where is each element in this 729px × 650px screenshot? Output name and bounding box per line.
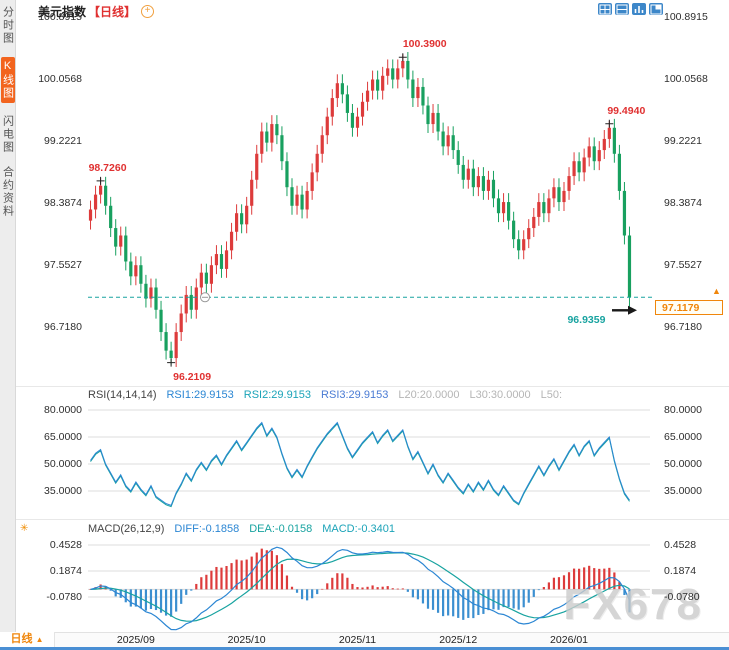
rsi-l50-value: L50:: [540, 389, 563, 401]
macd-axis-label-right: 0.1874: [664, 564, 697, 577]
price-nudge-up-icon[interactable]: ▲: [712, 286, 721, 297]
indicator-settings-icon[interactable]: ✳: [20, 523, 29, 534]
sidebar-item-kline-chart[interactable]: K线图: [0, 57, 15, 103]
rsi-axis-label-right: 50.0000: [664, 457, 702, 470]
macd-diff-value: DIFF:-0.1858: [174, 523, 240, 535]
rsi-axis-label-left: 65.0000: [44, 430, 82, 443]
price-marker-3: 96.2109: [173, 370, 212, 383]
y-axis-label-left: 96.7180: [44, 320, 82, 333]
sidebar-item-time-chart[interactable]: 分时图: [1, 6, 14, 45]
rsi-axis-label-right: 80.0000: [664, 403, 702, 416]
y-axis-label-right: 97.5527: [664, 258, 702, 271]
macd-axis-label-right: -0.0780: [664, 590, 700, 603]
period-tab-label: 日线: [10, 633, 33, 645]
rsi-axis-label-left: 50.0000: [44, 457, 82, 470]
left-sidebar: 分时图 K线图 闪电图 合约资料: [0, 0, 16, 632]
chart-title-bar: 美元指数 【日线】 +: [38, 3, 155, 20]
rsi2-value: RSI2:29.9153: [243, 389, 312, 401]
macd-bar-value: MACD:-0.3401: [322, 523, 395, 535]
layout-toolbar: [598, 3, 663, 15]
y-axis-label-left: 97.5527: [44, 258, 82, 271]
sidebar-item-contract-info[interactable]: 合约资料: [1, 166, 14, 218]
period-tag: 【日线】: [88, 5, 137, 19]
x-axis-label: 2025/11: [338, 634, 377, 646]
time-axis-bar: [0, 632, 729, 648]
collapse-up-icon: ▲: [35, 635, 44, 644]
x-axis-label: 2025/09: [116, 634, 155, 646]
macd-axis-label-left: 0.1874: [49, 564, 82, 577]
macd-header: MACD(26,12,9) DIFF:-0.1858 DEA:-0.0158 M…: [88, 523, 395, 535]
period-tab-daily[interactable]: 日线 ▲: [0, 632, 55, 647]
last-price-box[interactable]: 97.1179: [655, 300, 723, 316]
add-indicator-icon[interactable]: +: [141, 5, 155, 18]
x-axis-label: 2026/01: [550, 634, 589, 646]
y-axis-label-left: 100.0568: [38, 72, 82, 85]
rsi-l30-value: L30:30.0000: [469, 389, 531, 401]
price-marker-1: 100.3900: [402, 38, 447, 51]
macd-params[interactable]: MACD(26,12,9): [88, 523, 165, 535]
y-axis-label-right: 99.2221: [664, 134, 702, 147]
rsi1-value: RSI1:29.9153: [166, 389, 234, 401]
rsi-header: RSI(14,14,14) RSI1:29.9153 RSI2:29.9153 …: [88, 389, 562, 401]
price-marker-0: 98.7260: [88, 161, 127, 174]
rsi3-value: RSI3:29.9153: [321, 389, 389, 401]
rsi-axis-label-left: 35.0000: [44, 484, 82, 497]
y-axis-label-right: 100.8915: [664, 10, 708, 23]
macd-axis-label-left: -0.0780: [46, 590, 82, 603]
rsi-params[interactable]: RSI(14,14,14): [88, 389, 157, 401]
price-marker-4: 96.9359: [567, 313, 606, 326]
y-axis-label-left: 98.3874: [44, 196, 82, 209]
macd-axis-label-left: 0.4528: [49, 538, 82, 551]
sidebar-item-lightning-chart[interactable]: 闪电图: [1, 115, 14, 154]
bar-chart-icon[interactable]: [632, 3, 646, 15]
x-axis-label: 2025/12: [439, 634, 478, 646]
rsi-axis-label-left: 80.0000: [44, 403, 82, 416]
symbol-name: 美元指数: [38, 5, 87, 19]
y-axis-label-left: 99.2221: [44, 134, 82, 147]
price-marker-2: 99.4940: [607, 104, 646, 117]
y-axis-label-right: 100.0568: [664, 72, 708, 85]
rsi-axis-label-right: 35.0000: [664, 484, 702, 497]
split-pane-layout-icon[interactable]: [615, 3, 629, 15]
rsi-l20-value: L20:20.0000: [398, 389, 460, 401]
multi-pane-layout-icon[interactable]: [598, 3, 612, 15]
rsi-axis-label-right: 65.0000: [664, 430, 702, 443]
macd-axis-label-right: 0.4528: [664, 538, 697, 551]
macd-dea-value: DEA:-0.0158: [249, 523, 313, 535]
y-axis-label-left: 100.8915: [38, 10, 82, 23]
maximize-icon[interactable]: [649, 3, 663, 15]
bottom-accent-strip: [0, 647, 729, 650]
y-axis-label-right: 98.3874: [664, 196, 702, 209]
x-axis-label: 2025/10: [227, 634, 266, 646]
y-axis-label-right: 96.7180: [664, 320, 702, 333]
